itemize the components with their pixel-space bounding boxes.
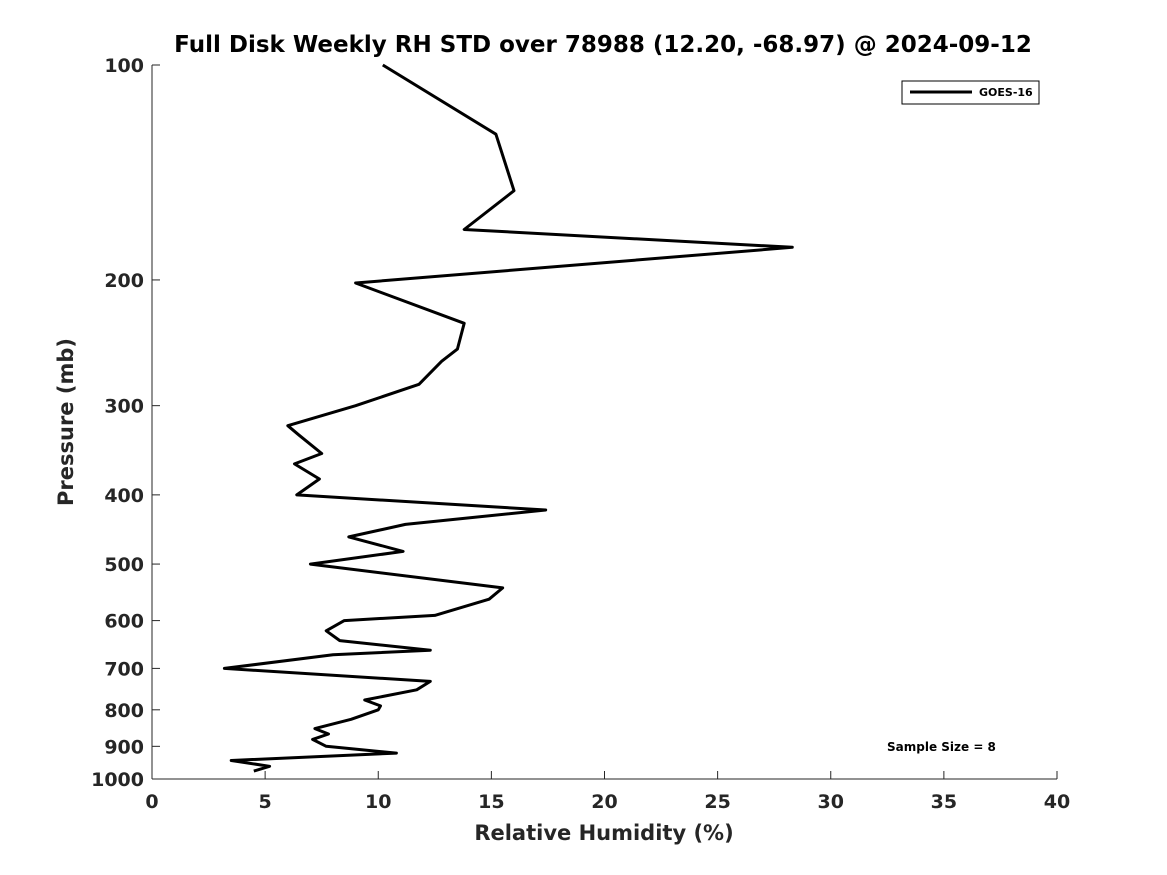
y-tick-label: 400 bbox=[104, 485, 144, 507]
x-tick-label: 35 bbox=[931, 791, 957, 813]
x-tick-label: 10 bbox=[365, 791, 391, 813]
x-tick-label: 15 bbox=[478, 791, 504, 813]
y-axis-label: Pressure (mb) bbox=[54, 338, 78, 506]
legend-label-goes-16: GOES-16 bbox=[979, 86, 1033, 99]
x-axis-label: Relative Humidity (%) bbox=[474, 821, 733, 845]
y-ticks: 100 200 300 400 500 600 700 800 900 1000 bbox=[91, 55, 160, 791]
sample-size-annotation: Sample Size = 8 bbox=[887, 740, 996, 754]
y-tick-label: 900 bbox=[104, 736, 144, 758]
y-tick-label: 100 bbox=[104, 55, 144, 77]
y-tick-label: 600 bbox=[104, 611, 144, 633]
x-ticks: 0 5 10 15 20 25 30 35 40 bbox=[145, 771, 1070, 813]
y-tick-label: 700 bbox=[104, 658, 144, 680]
x-tick-label: 25 bbox=[704, 791, 730, 813]
x-tick-label: 40 bbox=[1044, 791, 1070, 813]
x-tick-label: 5 bbox=[259, 791, 272, 813]
legend: GOES-16 bbox=[901, 80, 1040, 105]
y-tick-label: 200 bbox=[104, 270, 144, 292]
x-tick-label: 0 bbox=[145, 791, 158, 813]
series-layer bbox=[222, 63, 794, 773]
y-tick-label: 500 bbox=[104, 554, 144, 576]
series-line-goes-16 bbox=[222, 63, 794, 773]
y-tick-label: 300 bbox=[104, 396, 144, 418]
chart-title: Full Disk Weekly RH STD over 78988 (12.2… bbox=[174, 32, 1032, 58]
y-tick-label: 1000 bbox=[91, 769, 144, 791]
x-tick-label: 20 bbox=[591, 791, 617, 813]
y-tick-label: 800 bbox=[104, 700, 144, 722]
x-tick-label: 30 bbox=[818, 791, 844, 813]
